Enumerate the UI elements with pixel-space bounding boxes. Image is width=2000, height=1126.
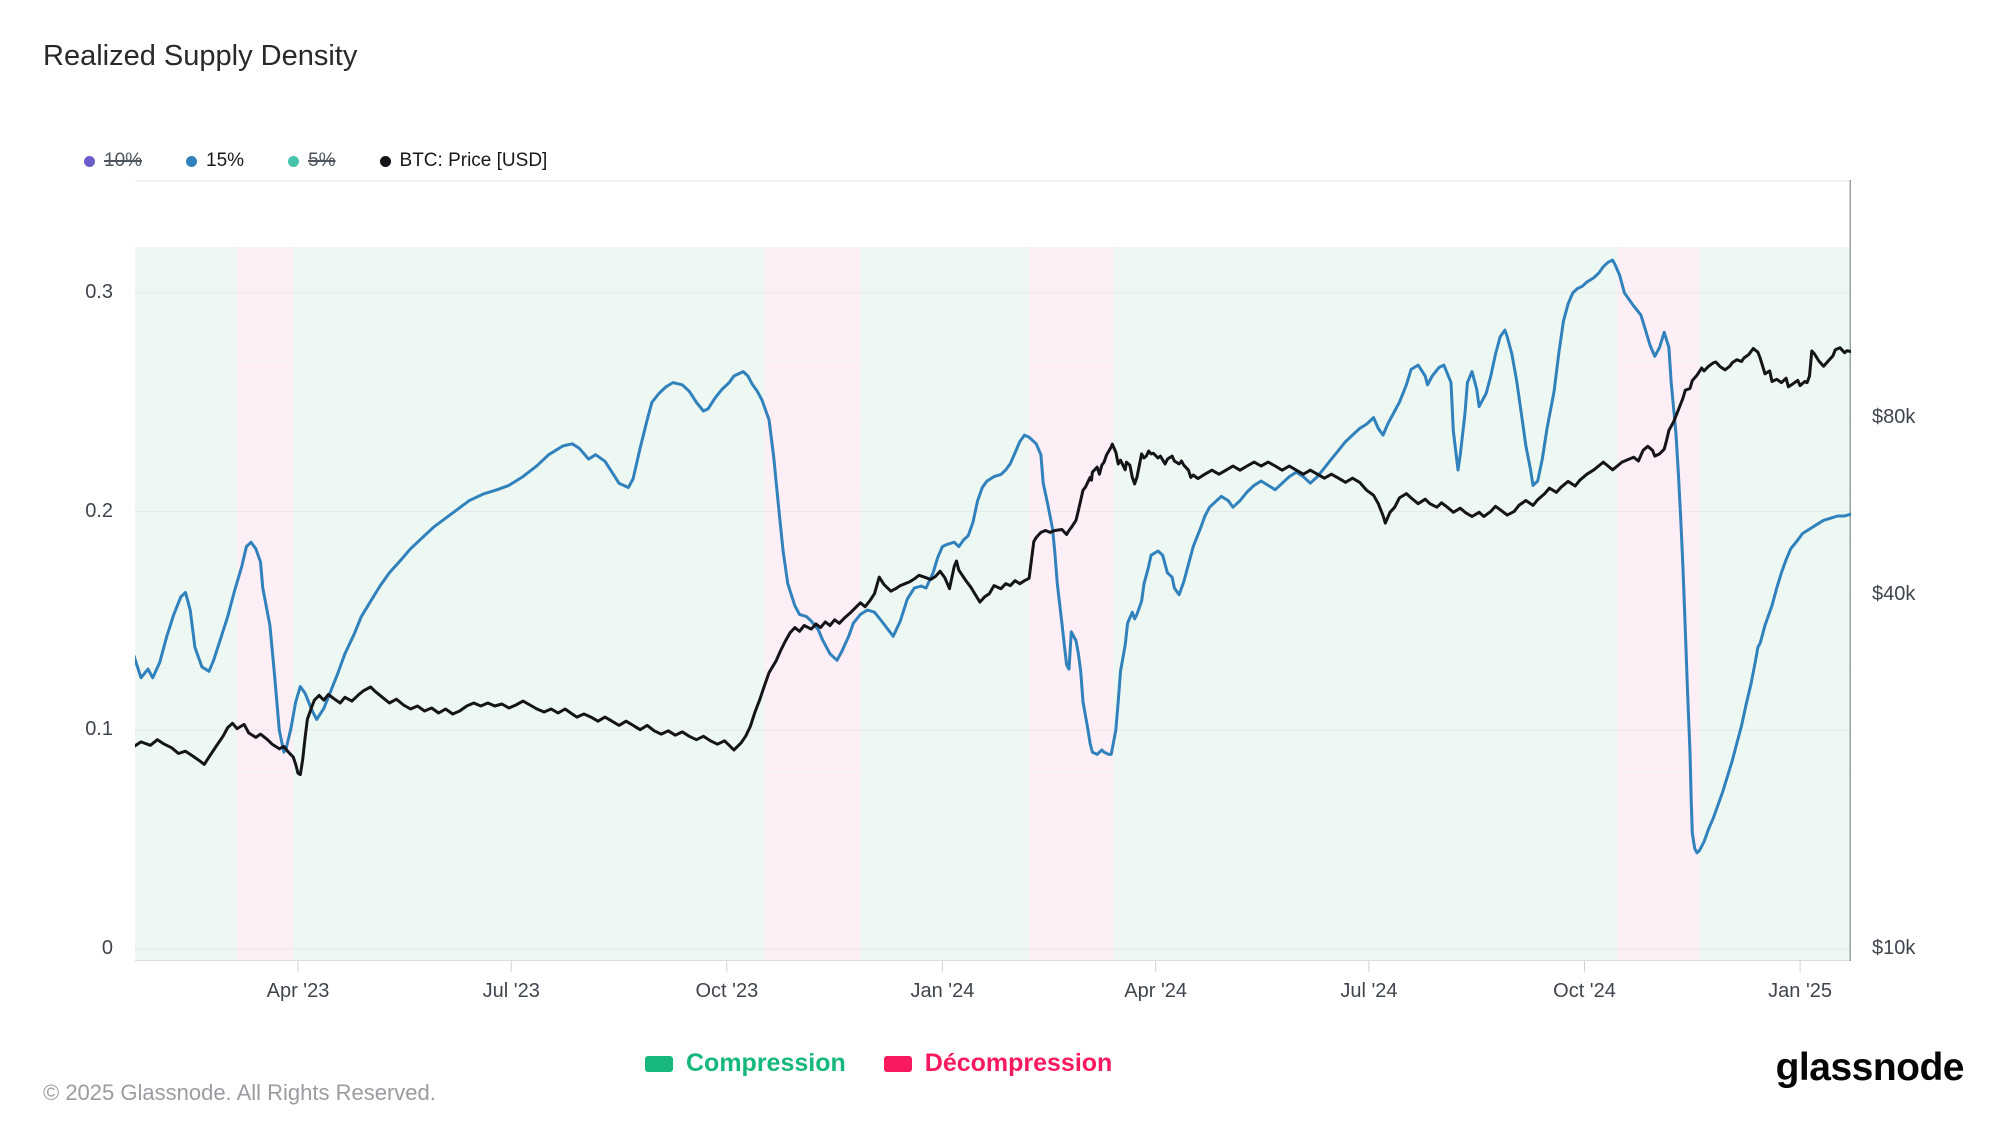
legend-label: 10% (104, 150, 143, 171)
x-tick-label: Apr '23 (266, 980, 330, 1002)
copyright-text: © 2025 Glassnode. All Rights Reserved. (43, 1080, 436, 1105)
legend-dot-icon (186, 155, 198, 167)
y-left-tick-label: 0.1 (85, 718, 113, 741)
decompression-legend-item: Décompression (883, 1049, 1113, 1078)
compression-band (135, 247, 1851, 961)
decompression-band (1617, 247, 1700, 961)
y-right-tick-label: $80k (1872, 405, 1916, 428)
y-left-tick-label: 0 (101, 937, 113, 959)
y-left-tick-label: 0.3 (85, 280, 113, 303)
band-legend: Compression Décompression (645, 1049, 1112, 1078)
compression-legend-item: Compression (645, 1049, 846, 1078)
x-tick-label: Apr '24 (1124, 980, 1188, 1002)
legend-label: 15% (206, 150, 245, 171)
compression-swatch (645, 1055, 673, 1072)
decompression-band (764, 247, 861, 961)
series-line-btc-price-usd- (135, 346, 1851, 777)
y-right-tick-label: $40k (1872, 582, 1916, 605)
legend-dot-icon (288, 155, 300, 167)
series-line-15- (135, 258, 1851, 855)
legend-item-15-[interactable]: 15% (186, 150, 244, 172)
x-tick-label: Jul '24 (1340, 980, 1398, 1002)
x-tick-label: Jul '23 (482, 980, 540, 1002)
decompression-swatch (883, 1055, 912, 1072)
compression-label: Compression (686, 1049, 846, 1077)
series-legend: 10% 15% 5% BTC: Price [USD] (84, 150, 547, 172)
legend-label: 5% (308, 150, 336, 171)
y-left-tick-label: 0.2 (85, 499, 113, 522)
x-tick-label: Oct '23 (695, 980, 759, 1002)
glassnode-logo: glassnode (1775, 1046, 1965, 1089)
legend-item-btc-price-usd-[interactable]: BTC: Price [USD] (379, 150, 548, 172)
legend-item-5-[interactable]: 5% (288, 150, 336, 172)
x-tick-label: Oct '24 (1553, 980, 1616, 1002)
y-right-tick-label: $10k (1872, 937, 1916, 959)
page-title: Realized Supply Density (43, 40, 358, 72)
legend-dot-icon (379, 155, 391, 167)
x-tick-label: Jan '24 (910, 980, 975, 1002)
x-tick-label: Jan '25 (1768, 980, 1833, 1002)
decompression-band (1029, 247, 1114, 961)
legend-dot-icon (84, 155, 95, 167)
decompression-label: Décompression (924, 1049, 1113, 1077)
legend-item-10-[interactable]: 10% (84, 150, 142, 172)
chart-plot-area[interactable] (135, 180, 1851, 992)
legend-label: BTC: Price [USD] (399, 150, 548, 171)
